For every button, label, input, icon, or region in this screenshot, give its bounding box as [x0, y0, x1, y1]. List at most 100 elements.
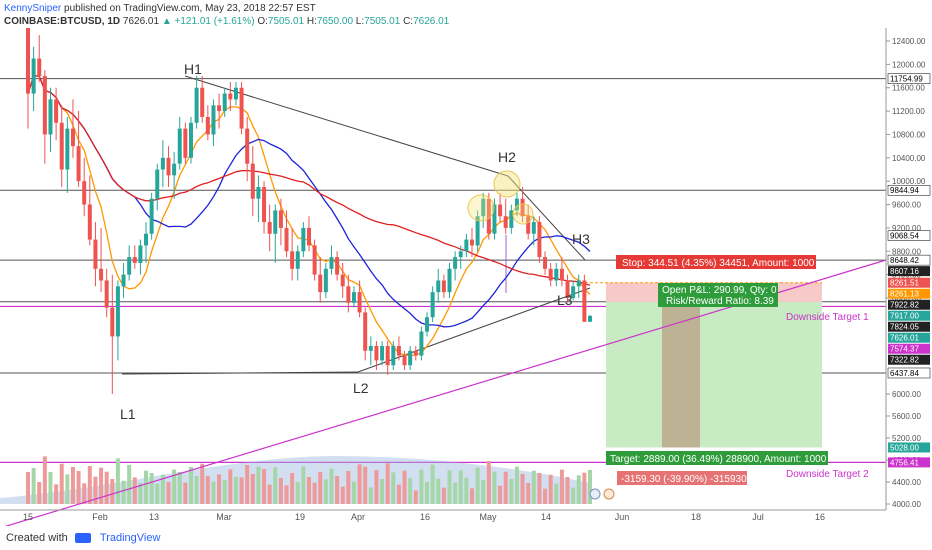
volume-bar [26, 472, 30, 504]
price-label: 4756.41 [888, 457, 930, 468]
time-axis[interactable]: 15 Feb 13 Mar 19 Apr 16 May 14 Jun 18 Jul 16 [23, 512, 825, 522]
price-tick-label: 6000.00 [892, 390, 921, 399]
volume-bar [335, 476, 340, 504]
downside-target-2-label: Downside Target 2 [786, 469, 869, 480]
price-axis-labels: 11754.99 9844.94 9068.54 8648.42 8607.16 8261… [887, 73, 931, 468]
volume-bar [385, 463, 390, 504]
candle [262, 181, 267, 234]
volume-bar [183, 482, 188, 504]
candle [155, 163, 160, 211]
candle [447, 262, 452, 298]
candle [166, 146, 171, 188]
candle [177, 116, 182, 170]
price-tick-label: 10800.00 [892, 130, 926, 139]
candle [127, 245, 132, 281]
volume-bar [177, 472, 182, 504]
volume-bar [155, 483, 160, 504]
candle [413, 346, 418, 361]
price-label-text: 7322.82 [890, 356, 919, 365]
candle [408, 346, 413, 370]
low-value: 7505.01 [364, 16, 401, 27]
time-tick-label: 19 [295, 512, 305, 522]
volume-bar [469, 488, 474, 504]
volume-bar [346, 471, 351, 504]
candle [509, 204, 514, 234]
candle [543, 251, 548, 275]
price-label: 9844.94 [887, 184, 931, 196]
candle [441, 274, 446, 298]
price-label-text: 11754.99 [890, 75, 923, 84]
volume-bar [87, 466, 92, 504]
volume-bar [492, 471, 497, 504]
volume-bar [256, 466, 261, 504]
volume-bar [571, 487, 576, 504]
candle [576, 274, 581, 298]
candle [115, 280, 120, 361]
price-axis[interactable]: 12400.00 12000.00 11600.00 11200.00 10800.00… [886, 37, 926, 509]
candle [99, 227, 104, 293]
loss-zone [662, 301, 700, 448]
volume-bar [37, 482, 42, 504]
candle [503, 198, 508, 234]
price-label: 5028.00 [888, 442, 930, 453]
volume-bar [166, 482, 171, 504]
tradingview-logo-icon [74, 533, 91, 544]
volume-bar [531, 470, 536, 504]
volume-bar [65, 474, 70, 504]
target-label: Target: 2889.00 (36.49%) 288900, Amount:… [606, 451, 828, 465]
price-label-text: 9068.54 [890, 232, 919, 241]
price-label: 9068.54 [887, 230, 931, 241]
volume-bar [582, 472, 587, 504]
price-tick-label: 10400.00 [892, 154, 926, 163]
volume-bar [54, 484, 59, 504]
volume-bar [576, 475, 581, 504]
price-tick-label: 11200.00 [892, 107, 925, 116]
price-label: 7626.01 [888, 332, 930, 343]
volume-bar [250, 474, 255, 504]
high-value: 7650.00 [316, 16, 354, 27]
candle [87, 175, 92, 246]
tradingview-link[interactable]: TradingView [99, 532, 161, 544]
close-label: C: [403, 16, 414, 27]
candle [453, 251, 458, 281]
target-label-text: Target: 2889.00 (36.49%) 288900, Amount:… [610, 454, 827, 465]
price-chart[interactable]: H1 H2 H3 L1 L2 L3 Stop: 344.51 (4.35%) 3… [0, 28, 932, 526]
candle [160, 140, 165, 188]
volume-bar [318, 472, 323, 504]
candle [492, 198, 497, 240]
candle [582, 274, 587, 322]
candle [290, 227, 295, 281]
volume-bar [363, 466, 368, 504]
author-link[interactable]: KennySniper [4, 3, 62, 14]
time-tick-label: Apr [351, 512, 365, 522]
dividend-marker-icon[interactable] [603, 488, 615, 500]
candle [301, 222, 306, 258]
candle [54, 87, 59, 141]
volume-bar [396, 484, 401, 504]
volume-bar [509, 479, 514, 504]
volume-bar [408, 478, 413, 504]
volume-bar [278, 478, 283, 504]
price-label-text: 8261.13 [890, 290, 919, 299]
h2-highlight-circle [493, 170, 521, 198]
candle [217, 93, 222, 129]
candle [144, 222, 149, 263]
time-tick-label: 15 [23, 512, 33, 522]
volume-bar [368, 487, 373, 504]
price-tick-label: 11600.00 [892, 84, 925, 93]
volume-bar [537, 473, 542, 504]
price-label: 7917.00 [888, 310, 930, 321]
price-label: 8607.16 [888, 266, 930, 277]
event-flag-icon[interactable] [589, 488, 601, 500]
price-label-text: 7824.05 [890, 323, 919, 332]
time-tick-label: 13 [149, 512, 159, 522]
volume-bar [284, 485, 289, 504]
volume-bar [205, 476, 210, 504]
price-label-text: 8648.42 [890, 256, 919, 265]
time-tick-label: Jul [752, 512, 764, 522]
candle [481, 192, 486, 228]
price-tick-label: 12400.00 [892, 37, 926, 46]
candle [346, 274, 351, 313]
candle [323, 262, 328, 298]
price-label: 7574.37 [888, 343, 930, 354]
